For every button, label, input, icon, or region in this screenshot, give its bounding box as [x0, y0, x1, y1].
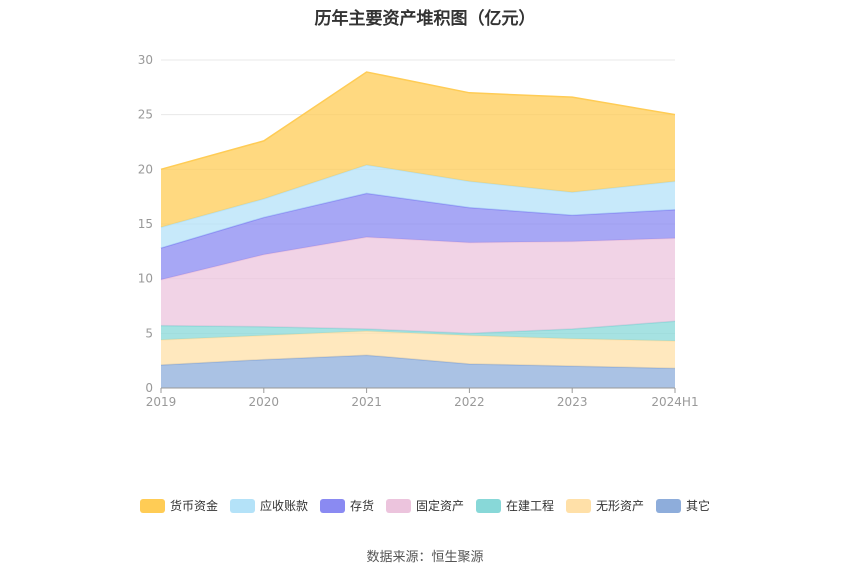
- area-series-6: [161, 72, 675, 228]
- y-tick-label: 5: [145, 326, 153, 340]
- area-series-0: [161, 355, 675, 388]
- legend-label: 无形资产: [596, 499, 645, 513]
- x-tick-label: 2022: [454, 395, 485, 409]
- legend-swatch: [566, 498, 592, 513]
- y-tick-label: 0: [145, 381, 153, 395]
- x-tick-label: 2024H1: [651, 395, 698, 409]
- x-tick-label: 2023: [557, 395, 588, 409]
- legend-item[interactable]: 在建工程: [476, 497, 554, 514]
- legend-label: 应收账款: [259, 499, 308, 513]
- y-tick-label: 25: [138, 108, 153, 122]
- legend-label: 其它: [686, 499, 711, 513]
- chart-title: 历年主要资产堆积图（亿元）: [314, 9, 536, 29]
- legend-swatch: [229, 498, 255, 513]
- legend-swatch: [476, 498, 501, 513]
- area-series-4: [161, 193, 675, 280]
- legend-label: 固定资产: [415, 499, 464, 513]
- legend-item[interactable]: 应收账款: [229, 497, 308, 514]
- legend-label: 在建工程: [506, 499, 555, 513]
- legend-swatch: [319, 498, 345, 513]
- series-line-6: [160, 71, 676, 171]
- y-tick-label: 10: [138, 272, 153, 286]
- area-series-5: [161, 164, 675, 249]
- legend-swatch: [385, 498, 411, 513]
- area-series-3: [161, 237, 675, 334]
- legend-item[interactable]: 其它: [656, 497, 710, 514]
- legend-item[interactable]: 货币资金: [139, 497, 218, 514]
- legend-item[interactable]: 固定资产: [385, 497, 464, 514]
- stacked-area-chart: 0 5 10 15 20 25 30 2019 2020 2021 2022 2023 2024H1: [138, 53, 699, 409]
- area-series-1: [161, 331, 675, 369]
- data-source: 数据来源：恒生聚源: [366, 550, 484, 565]
- legend-label: 货币资金: [169, 499, 218, 513]
- y-tick-label: 15: [138, 217, 153, 231]
- legend-item[interactable]: 无形资产: [566, 497, 644, 514]
- x-tick-label: 2019: [146, 395, 177, 409]
- x-tick-label: 2021: [351, 395, 382, 409]
- chart-legend: 货币资金 应收账款 存货 固定资产 在建工程 无形资产 其它: [0, 497, 850, 514]
- legend-label: 存货: [349, 499, 374, 513]
- x-tick-label: 2020: [249, 395, 280, 409]
- y-tick-label: 30: [138, 53, 153, 67]
- legend-item[interactable]: 存货: [319, 497, 374, 514]
- legend-swatch: [139, 498, 165, 513]
- y-tick-label: 20: [138, 162, 153, 176]
- legend-swatch: [656, 498, 682, 513]
